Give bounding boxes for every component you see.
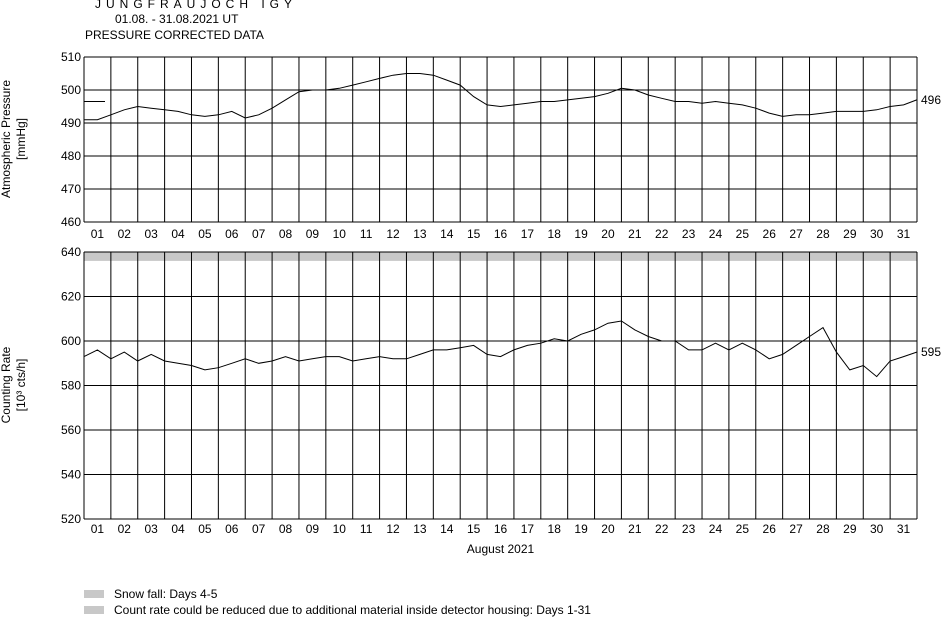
x-tick-label: 01 (91, 522, 105, 536)
series-line-pressure (84, 73, 917, 121)
y-tick-label: 620 (61, 290, 81, 304)
x-tick-label: 11 (360, 522, 373, 536)
x-tick-label: 23 (682, 522, 696, 536)
x-tick-label: 30 (870, 227, 884, 241)
x-tick-label: 25 (736, 227, 750, 241)
x-tick-label: 31 (897, 227, 911, 241)
y-axis-label: Counting Rate[10³ cts/h] (0, 346, 28, 423)
y-tick-label: 580 (61, 379, 81, 393)
y-tick-label: 540 (61, 468, 81, 482)
x-tick-label: 16 (494, 522, 508, 536)
x-tick-label: 13 (413, 522, 427, 536)
x-tick-label: 26 (763, 227, 777, 241)
x-tick-label: 20 (601, 227, 615, 241)
x-tick-label: 01 (91, 227, 105, 241)
x-tick-label: 27 (789, 227, 803, 241)
legend-label: Count rate could be reduced due to addit… (114, 602, 591, 617)
end-value-label: 496 (921, 93, 941, 107)
x-tick-label: 22 (655, 227, 669, 241)
x-tick-label: 28 (816, 522, 830, 536)
x-tick-label: 25 (736, 522, 750, 536)
x-tick-label: 17 (521, 522, 535, 536)
x-tick-label: 22 (655, 522, 669, 536)
x-tick-label: 21 (628, 522, 642, 536)
legend-item-material: Count rate could be reduced due to addit… (84, 602, 591, 617)
x-tick-label: 12 (386, 522, 400, 536)
y-axis-label: Atmospheric Pressure[mmHg] (0, 80, 28, 198)
x-tick-label: 13 (413, 227, 427, 241)
x-tick-label: 06 (225, 227, 239, 241)
x-tick-label: 09 (306, 522, 320, 536)
x-tick-label: 21 (628, 227, 642, 241)
x-tick-label: 10 (333, 522, 347, 536)
panel-counting_rate: 520 540 560 580 600 620 640 01 02 03 04 05 06 07 08 09 1… (0, 245, 941, 556)
x-tick-label: 09 (306, 227, 320, 241)
x-tick-label: 08 (279, 227, 293, 241)
x-tick-label: 30 (870, 522, 884, 536)
y-tick-label: 510 (61, 50, 81, 64)
y-tick-label: 520 (61, 512, 81, 526)
x-tick-label: 24 (709, 227, 723, 241)
shaded-band (84, 252, 917, 261)
y-tick-label: 490 (61, 116, 81, 130)
series-line-counting_rate (83, 320, 917, 378)
x-tick-label: 15 (467, 227, 481, 241)
x-tick-label: 07 (252, 522, 266, 536)
x-tick-label: 10 (333, 227, 347, 241)
chart-title: JUNGFRAUJOCH IGY (95, 0, 298, 11)
x-tick-label: 24 (709, 522, 723, 536)
y-tick-label: 600 (61, 334, 81, 348)
x-tick-label: 27 (789, 522, 803, 536)
x-tick-label: 12 (386, 227, 400, 241)
x-tick-label: 23 (682, 227, 696, 241)
x-tick-label: 14 (440, 522, 454, 536)
x-tick-label: 18 (548, 227, 562, 241)
x-tick-label: 18 (548, 522, 562, 536)
x-tick-label: 19 (574, 227, 588, 241)
x-tick-label: 03 (144, 522, 158, 536)
x-tick-label: 11 (360, 227, 373, 241)
x-tick-label: 29 (843, 227, 857, 241)
x-tick-label: 28 (816, 227, 830, 241)
legend-label: Snow fall: Days 4-5 (114, 586, 218, 601)
x-tick-label: 08 (279, 522, 293, 536)
x-tick-label: 02 (118, 522, 132, 536)
date-range: 01.08. - 31.08.2021 UT (115, 12, 239, 26)
y-tick-label: 640 (61, 245, 81, 259)
panel-pressure: 460 470 480 490 500 510 01 02 03 04 05 06 07 08 09 10 11… (0, 50, 941, 241)
x-tick-label: 06 (225, 522, 239, 536)
x-tick-label: 02 (118, 227, 132, 241)
y-tick-label: 470 (61, 182, 81, 196)
x-tick-label: 15 (467, 522, 481, 536)
x-tick-label: 05 (198, 227, 212, 241)
legend-item-snow: Snow fall: Days 4-5 (84, 586, 218, 601)
y-tick-label: 480 (61, 149, 81, 163)
x-tick-label: 16 (494, 227, 508, 241)
chart-subtitle: PRESSURE CORRECTED DATA (85, 28, 264, 42)
x-tick-label: 31 (897, 522, 911, 536)
legend-swatch (84, 589, 104, 598)
y-tick-label: 460 (61, 215, 81, 229)
x-tick-label: 14 (440, 227, 454, 241)
x-tick-label: 04 (171, 227, 185, 241)
x-tick-label: 03 (144, 227, 158, 241)
y-tick-label: 500 (61, 83, 81, 97)
x-tick-label: 29 (843, 522, 857, 536)
legend-swatch (84, 605, 104, 614)
x-tick-label: 19 (574, 522, 588, 536)
x-tick-label: 04 (171, 522, 185, 536)
x-tick-label: 07 (252, 227, 266, 241)
x-tick-label: 05 (198, 522, 212, 536)
x-tick-label: 17 (521, 227, 535, 241)
y-tick-label: 560 (61, 423, 81, 437)
x-tick-label: 20 (601, 522, 615, 536)
x-axis-label: August 2021 (467, 542, 535, 556)
x-tick-label: 26 (763, 522, 777, 536)
end-value-label: 595 (921, 345, 941, 359)
